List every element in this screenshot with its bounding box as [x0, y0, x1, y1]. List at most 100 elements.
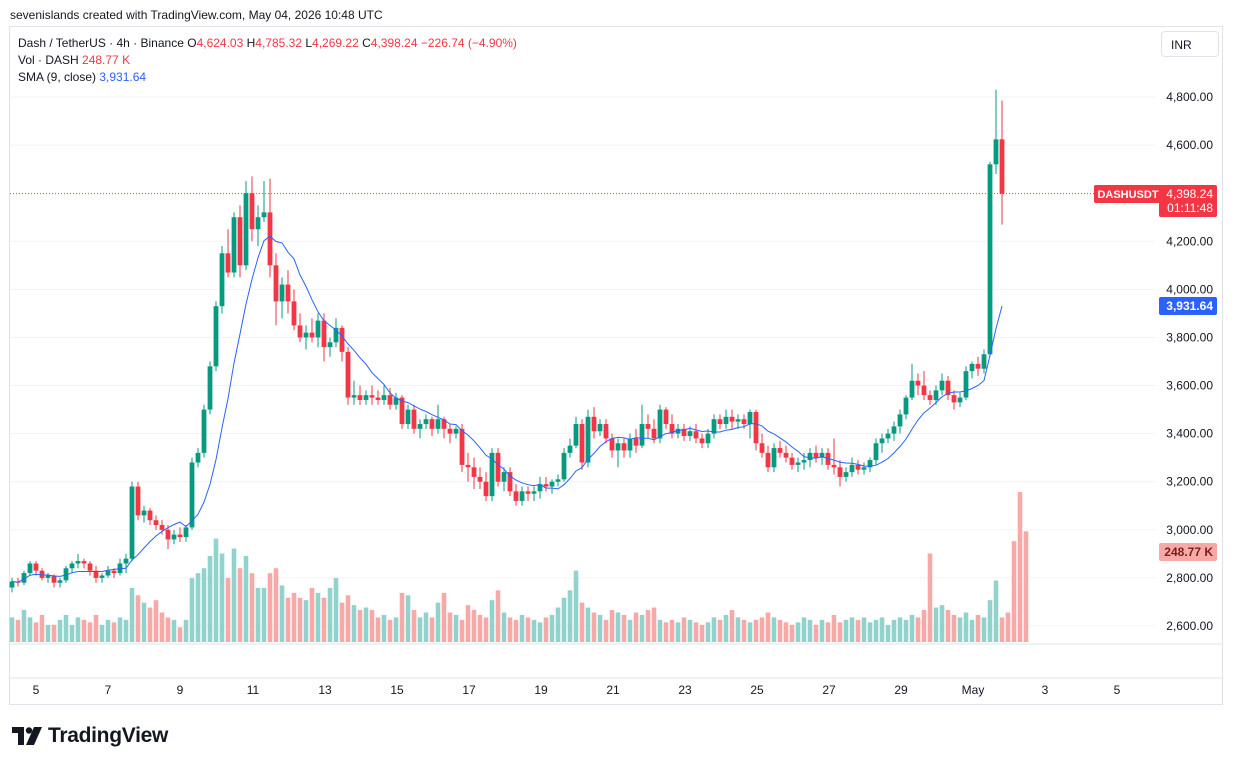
candle-body: [669, 424, 675, 434]
candle-body: [237, 217, 243, 266]
volume-bar: [681, 617, 687, 642]
volume-bar: [285, 597, 291, 642]
volume-bar: [753, 619, 759, 642]
candle-body: [57, 580, 63, 583]
candle-body: [423, 419, 429, 425]
tradingview-logo[interactable]: TradingView: [12, 724, 168, 748]
volume-bar: [231, 548, 237, 642]
candle-body: [903, 397, 909, 415]
volume-bar: [195, 573, 201, 642]
candle-body: [507, 472, 513, 492]
candle-body: [615, 443, 621, 451]
volume-bar: [123, 619, 129, 642]
candle-body: [279, 284, 285, 302]
candle-body: [663, 409, 669, 425]
candle-body: [771, 448, 777, 468]
volume-bar: [945, 610, 951, 642]
volume-bar: [411, 610, 417, 642]
candle-body: [705, 433, 711, 444]
volume-bar: [825, 622, 831, 642]
candle-body: [969, 363, 975, 372]
volume-bar: [885, 624, 891, 642]
volume-bar: [453, 614, 459, 642]
candle-body: [531, 491, 537, 494]
candle-body: [285, 284, 291, 302]
volume-bar: [639, 614, 645, 642]
price-axis[interactable]: 4,800.00 4,600.00 4,200.00 4,000.00 3,800.00…: [1166, 90, 1213, 633]
volume-bars: [9, 492, 1029, 642]
candle-body: [477, 476, 483, 482]
candle-body: [993, 139, 999, 165]
change-value: −226.74 (−4.90%): [420, 36, 517, 50]
volume-tag: 248.77 K: [1159, 543, 1217, 561]
volume-bar: [201, 568, 207, 642]
price-tick-label: 3,000.00: [1166, 523, 1213, 537]
sma-label: SMA (9, close): [18, 70, 97, 84]
volume-bar: [519, 614, 525, 642]
volume-bar: [255, 587, 261, 642]
volume-bar: [339, 602, 345, 642]
volume-bar: [843, 619, 849, 642]
symbol-name[interactable]: Dash / TetherUS · 4h · Binance: [18, 36, 184, 50]
volume-bar: [291, 592, 297, 642]
candle-body: [315, 320, 321, 338]
volume-row[interactable]: Vol · DASH 248.77 K: [18, 52, 517, 69]
volume-bar: [363, 607, 369, 642]
candle-body: [261, 212, 267, 218]
volume-bar: [543, 617, 549, 642]
volume-bar: [933, 607, 939, 642]
price-tick-label: 2,800.00: [1166, 571, 1213, 585]
low-label: L: [305, 36, 313, 50]
candle-body: [795, 462, 801, 465]
volume-bar: [603, 619, 609, 642]
volume-bar: [51, 624, 57, 642]
candle-body: [387, 395, 393, 405]
volume-bar: [159, 612, 165, 642]
volume-bar: [399, 592, 405, 642]
volume-bar: [849, 617, 855, 642]
volume-bar: [39, 614, 45, 642]
candle-body: [885, 433, 891, 439]
volume-bar: [615, 612, 621, 642]
candle-body: [303, 332, 309, 338]
volume-bar: [117, 617, 123, 642]
candles: [9, 89, 1005, 593]
volume-bar: [531, 619, 537, 642]
volume-bar: [645, 610, 651, 642]
candle-body: [987, 164, 993, 355]
sma-row[interactable]: SMA (9, close) 3,931.64: [18, 69, 517, 86]
candle-body: [33, 563, 39, 571]
chart-credit: sevenislands created with TradingView.co…: [10, 8, 383, 22]
volume-bar: [567, 590, 573, 642]
volume-bar: [381, 614, 387, 642]
candle-body: [417, 424, 423, 429]
candle-body: [135, 486, 141, 516]
volume-bar: [147, 607, 153, 642]
tradingview-logo-text: TradingView: [48, 724, 169, 747]
candle-body: [741, 419, 747, 425]
candle-body: [141, 510, 147, 516]
candle-body: [21, 573, 27, 583]
volume-bar: [633, 612, 639, 642]
time-tick-label: 15: [390, 683, 404, 697]
price-tick-label: 4,000.00: [1166, 282, 1213, 296]
high-label: H: [246, 36, 256, 50]
candle-body: [231, 217, 237, 273]
volume-bar: [57, 619, 63, 642]
sma-value: 3,931.64: [99, 70, 147, 84]
candle-body: [369, 395, 375, 398]
currency-button[interactable]: INR: [1161, 31, 1219, 57]
volume-bar: [771, 617, 777, 642]
candle-body: [291, 301, 297, 326]
volume-bar: [957, 617, 963, 642]
tradingview-logo-icon: [12, 727, 42, 745]
time-axis[interactable]: 5 7 9 11 13 15 17 19 21 23 25 27 29 May 3 5: [33, 683, 1121, 697]
volume-bar: [759, 617, 765, 642]
volume-bar: [267, 573, 273, 642]
time-tick-label: 13: [318, 683, 332, 697]
volume-bar: [951, 614, 957, 642]
volume-bar: [501, 612, 507, 642]
candle-body: [597, 424, 603, 432]
volume-bar: [561, 597, 567, 642]
